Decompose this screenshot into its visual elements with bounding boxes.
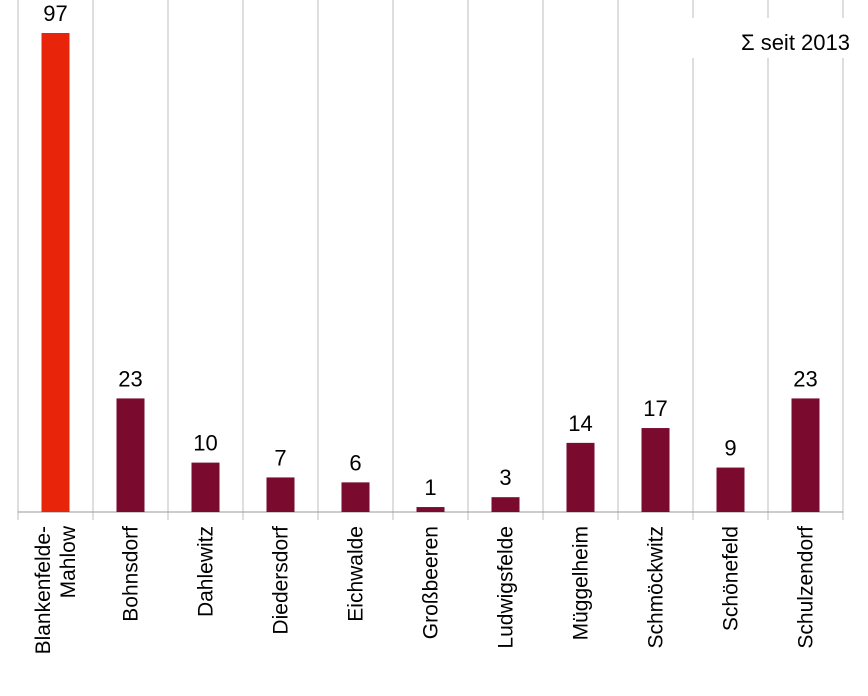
value-label: 14 bbox=[568, 411, 592, 436]
bar bbox=[41, 33, 70, 512]
category-label-text: Schönefeld bbox=[720, 526, 743, 631]
category-label-line: Schönefeld bbox=[720, 526, 743, 631]
bar bbox=[791, 398, 820, 512]
category-label-text: Blankenfelde-Mahlow bbox=[32, 525, 80, 654]
value-label: 9 bbox=[724, 436, 736, 461]
category-label: Blankenfelde-Mahlow bbox=[32, 525, 80, 654]
value-label: 17 bbox=[643, 396, 667, 421]
category-label-text: Diedersdorf bbox=[270, 526, 293, 635]
category-label: Dahlewitz bbox=[195, 526, 218, 617]
value-label: 23 bbox=[793, 366, 817, 391]
category-label-text: Müggelheim bbox=[570, 526, 593, 640]
category-label-line: Schulzendorf bbox=[795, 526, 818, 649]
category-label-line: Diedersdorf bbox=[270, 526, 293, 635]
bar bbox=[491, 497, 520, 512]
bar bbox=[266, 477, 295, 512]
category-label-text: Eichwalde bbox=[345, 526, 368, 622]
value-label: 10 bbox=[193, 431, 217, 456]
category-labels: Blankenfelde-Mahlow Bohnsdorf Dahlewitz Die… bbox=[32, 525, 818, 654]
category-label-line: Ludwigsfelde bbox=[495, 526, 518, 649]
category-label: Schulzendorf bbox=[795, 526, 818, 649]
value-label: 97 bbox=[43, 1, 67, 26]
category-label-line: Mahlow bbox=[57, 525, 80, 598]
value-labels: 97 23 10 7 6 1 3 14 17 9 23 bbox=[43, 1, 817, 500]
value-label: 23 bbox=[118, 366, 142, 391]
category-label-text: Großbeeren bbox=[420, 526, 443, 639]
category-label: Schmöckwitz bbox=[645, 526, 668, 649]
category-label: Ludwigsfelde bbox=[495, 526, 518, 649]
value-label: 7 bbox=[274, 445, 286, 470]
category-label-line: Großbeeren bbox=[420, 526, 443, 639]
category-label-line: Schmöckwitz bbox=[645, 526, 668, 649]
annotation-background bbox=[690, 18, 860, 58]
category-label: Eichwalde bbox=[345, 526, 368, 622]
category-label-line: Blankenfelde- bbox=[32, 526, 55, 654]
bar bbox=[191, 462, 220, 512]
bar bbox=[416, 507, 445, 512]
category-label: Großbeeren bbox=[420, 526, 443, 639]
category-label: Müggelheim bbox=[570, 526, 593, 640]
category-label-text: Ludwigsfelde bbox=[495, 526, 518, 649]
category-label-line: Dahlewitz bbox=[195, 526, 218, 617]
category-label: Bohnsdorf bbox=[120, 526, 143, 622]
category-label-line: Eichwalde bbox=[345, 526, 368, 622]
category-label: Diedersdorf bbox=[270, 526, 293, 635]
bars bbox=[41, 33, 820, 512]
category-label-line: Bohnsdorf bbox=[120, 526, 143, 622]
value-label: 3 bbox=[499, 465, 511, 490]
bar bbox=[641, 428, 670, 512]
annotation-label: Σ seit 2013 bbox=[741, 30, 850, 55]
value-label: 1 bbox=[424, 475, 436, 500]
bar bbox=[341, 482, 370, 512]
bar bbox=[716, 467, 745, 512]
category-label-text: Schmöckwitz bbox=[645, 526, 668, 649]
category-label-text: Schulzendorf bbox=[795, 526, 818, 649]
category-label: Schönefeld bbox=[720, 526, 743, 631]
category-label-text: Dahlewitz bbox=[195, 526, 218, 617]
category-label-line: Müggelheim bbox=[570, 526, 593, 640]
value-label: 6 bbox=[349, 450, 361, 475]
bar bbox=[116, 398, 145, 512]
category-label-text: Bohnsdorf bbox=[120, 526, 143, 622]
bar bbox=[566, 442, 595, 512]
